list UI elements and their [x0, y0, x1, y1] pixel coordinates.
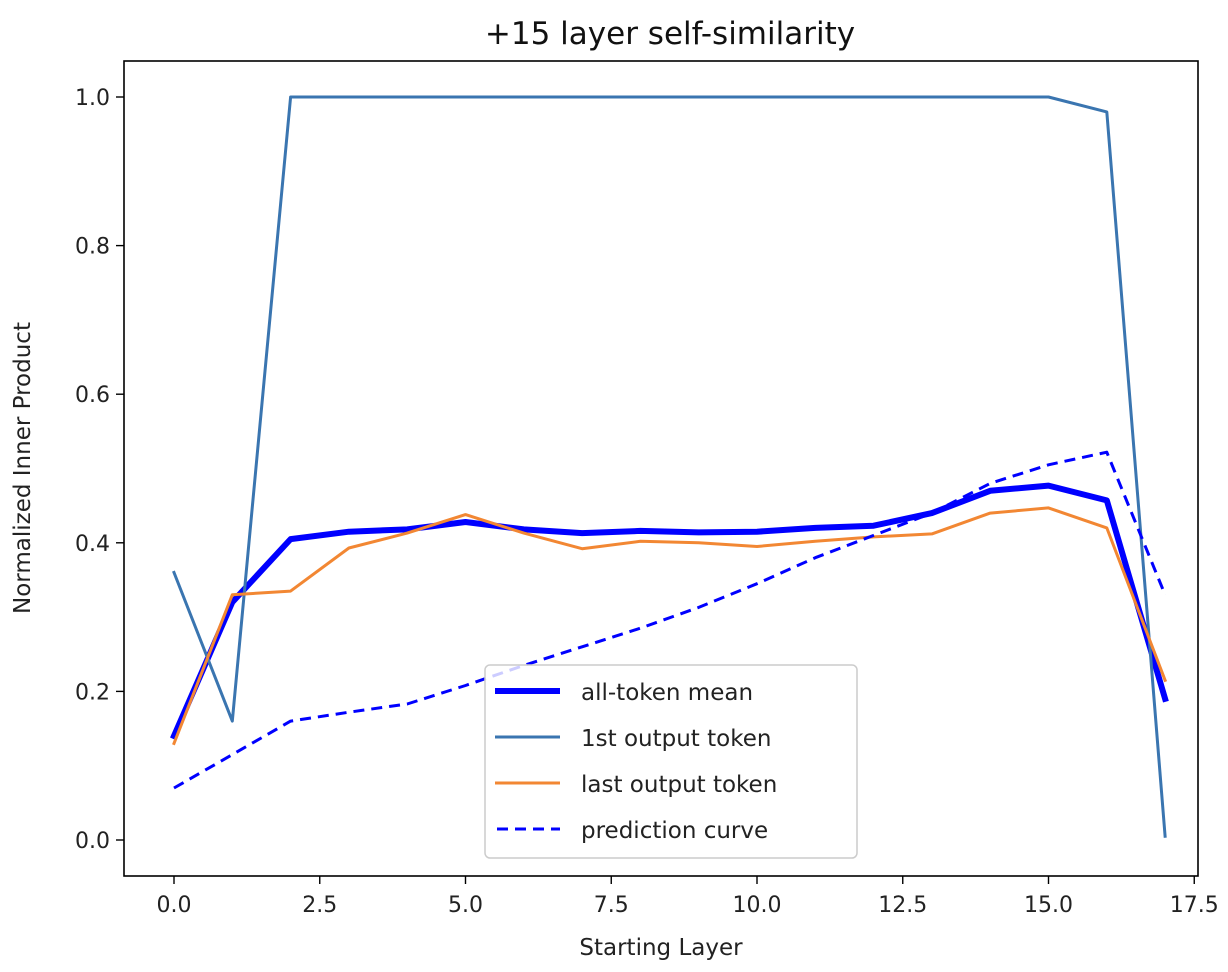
series-line-all-token-mean: [170, 482, 1169, 740]
y-tick-label: 1.0: [75, 86, 110, 111]
x-tick-label: 5.0: [448, 893, 483, 918]
chart-title: +15 layer self-similarity: [485, 16, 855, 52]
x-tick-label: 17.5: [1170, 893, 1219, 918]
x-tick-label: 15.0: [1024, 893, 1073, 918]
y-tick-label: 0.6: [75, 383, 110, 408]
legend-box: [484, 664, 858, 859]
y-axis-label: Normalized Inner Product: [10, 322, 36, 614]
x-tick-label: 2.5: [302, 893, 337, 918]
y-tick-label: 0.0: [75, 829, 110, 854]
x-tick-label: 7.5: [594, 893, 629, 918]
legend-label-1st-output-token: 1st output token: [581, 726, 771, 752]
series-line-last-output-token: [172, 506, 1168, 746]
y-tick-label: 0.8: [75, 235, 110, 260]
legend-label-last-output-token: last output token: [581, 772, 777, 798]
x-axis-label: Starting Layer: [579, 935, 743, 961]
legend: all-token mean 1st output token last outpu…: [484, 664, 858, 859]
x-tick-label: 12.5: [878, 893, 927, 918]
x-tick-label: 0.0: [157, 893, 192, 918]
y-axis: 0.0 0.2 0.4 0.6 0.8 1.0: [75, 86, 124, 854]
y-tick-label: 0.2: [75, 680, 110, 705]
legend-label-all-token-mean: all-token mean: [581, 680, 753, 706]
y-tick-label: 0.4: [75, 532, 110, 557]
series-line-prediction-curve: [173, 450, 1167, 790]
series-layer: [170, 95, 1169, 838]
legend-label-prediction-curve: prediction curve: [581, 818, 768, 844]
x-axis: 0.0 2.5 5.0 7.5 10.0 12.5 15.0 17.5: [157, 876, 1219, 918]
x-tick-label: 10.0: [733, 893, 782, 918]
series-line-1st-output-token: [172, 95, 1167, 838]
axes-frame: [123, 60, 1199, 877]
